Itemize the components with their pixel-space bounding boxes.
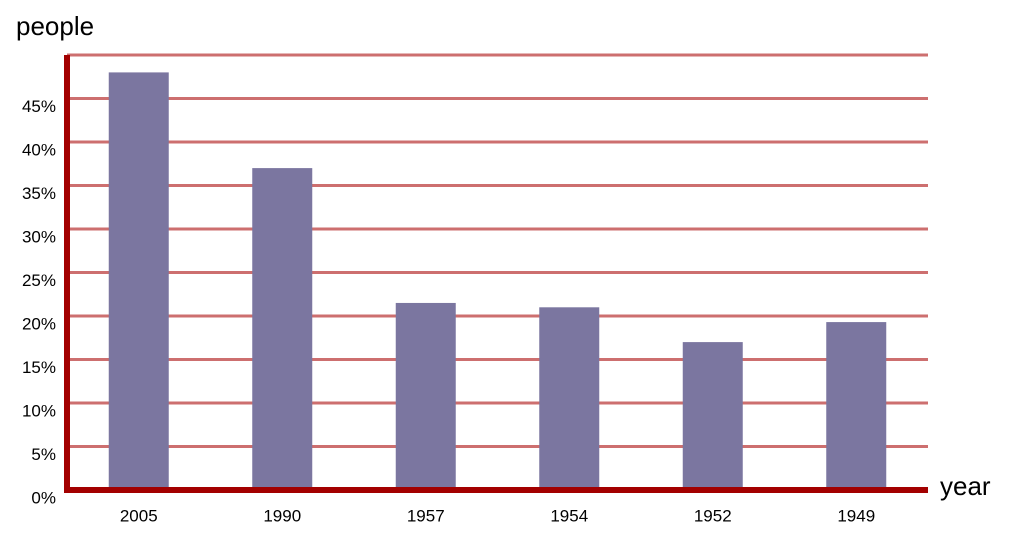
y-tick-label: 5%	[31, 445, 56, 464]
x-tick-label: 1990	[263, 506, 301, 525]
x-tick-label: 2005	[120, 506, 158, 525]
y-tick-label: 40%	[22, 140, 56, 159]
y-axis-label: people	[16, 11, 94, 41]
x-tick-label: 1957	[407, 506, 445, 525]
bar	[826, 322, 887, 490]
y-tick-label: 0%	[31, 488, 56, 507]
x-tick-label: 1949	[837, 506, 875, 525]
y-tick-label: 30%	[22, 227, 56, 246]
bar	[682, 342, 743, 490]
bar	[252, 168, 313, 490]
y-tick-label: 45%	[22, 97, 56, 116]
x-axis-label: year	[940, 471, 991, 501]
bar	[108, 72, 169, 491]
bar	[539, 307, 600, 490]
y-tick-label: 10%	[22, 401, 56, 420]
bar	[395, 302, 456, 490]
x-tick-label: 1954	[550, 506, 588, 525]
y-tick-label: 15%	[22, 358, 56, 377]
y-tick-label: 35%	[22, 184, 56, 203]
x-tick-label: 1952	[694, 506, 732, 525]
y-tick-label: 25%	[22, 271, 56, 290]
y-tick-label: 20%	[22, 314, 56, 333]
